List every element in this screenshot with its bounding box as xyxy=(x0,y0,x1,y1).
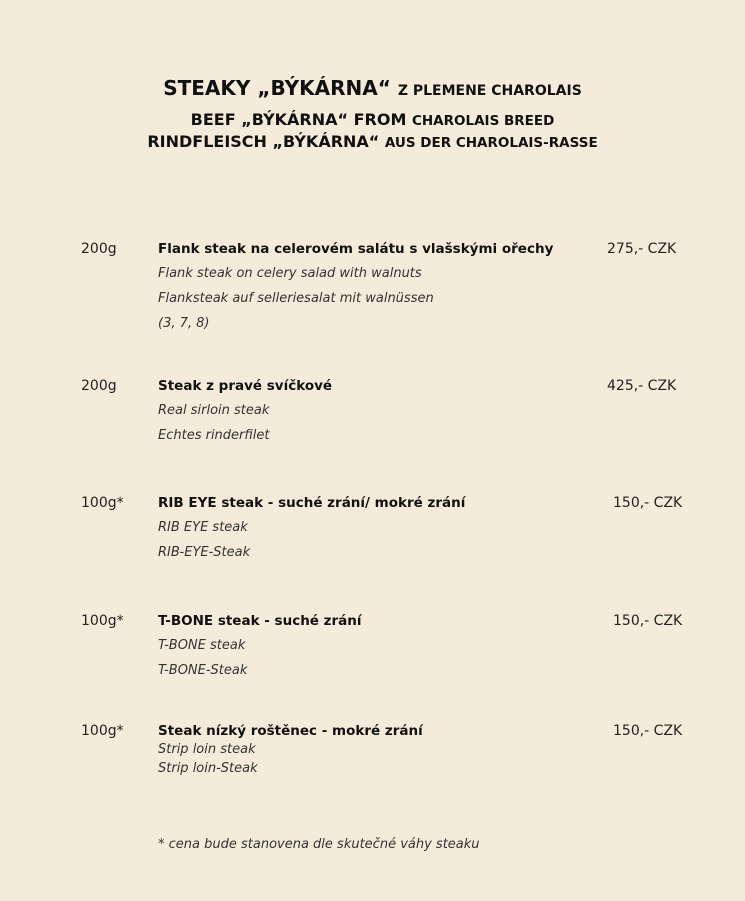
item-price: 150,- CZK xyxy=(613,613,683,629)
title-en-sub: CHAROLAIS BREED xyxy=(411,113,555,129)
title-de-main: RINDFLEISCH „BÝKÁRNA“ xyxy=(147,132,380,151)
title-sub: Z PLEMENE CHAROLAIS xyxy=(397,83,582,99)
item-price: 150,- CZK xyxy=(613,723,683,739)
item-weight: 200g xyxy=(81,378,117,394)
menu-title: STEAKY „BÝKÁRNA“ Z PLEMENE CHAROLAIS xyxy=(0,76,745,100)
item-weight: 200g xyxy=(81,241,117,257)
item-price: 150,- CZK xyxy=(613,495,683,511)
title-main: STEAKY „BÝKÁRNA“ xyxy=(163,76,391,100)
item-translation: T-BONE-Steak xyxy=(158,663,248,678)
menu-title-en: BEEF „BÝKÁRNA“ FROM CHAROLAIS BREED xyxy=(0,110,745,129)
item-translation: RIB-EYE-Steak xyxy=(158,545,251,560)
item-weight: 100g* xyxy=(81,495,124,511)
item-price: 425,- CZK xyxy=(607,378,677,394)
item-price: 275,- CZK xyxy=(607,241,677,257)
item-title: Flank steak na celerovém salátu s vlašsk… xyxy=(158,241,554,257)
menu-title-de: RINDFLEISCH „BÝKÁRNA“ AUS DER CHAROLAIS-… xyxy=(0,132,745,151)
item-translation: Flank steak on celery salad with walnuts xyxy=(158,266,422,281)
item-translation: Flanksteak auf selleriesalat mit walnüss… xyxy=(158,291,434,306)
item-translation: Echtes rinderfilet xyxy=(158,428,270,443)
item-translation: Strip loin steak xyxy=(158,742,256,757)
item-weight: 100g* xyxy=(81,723,124,739)
item-title: RIB EYE steak - suché zrání/ mokré zrání xyxy=(158,495,466,511)
item-weight: 100g* xyxy=(81,613,124,629)
item-title: T-BONE steak - suché zrání xyxy=(158,613,362,629)
item-title: Steak nízký roštěnec - mokré zrání xyxy=(158,723,423,739)
item-translation: T-BONE steak xyxy=(158,638,246,653)
item-translation: Real sirloin steak xyxy=(158,403,270,418)
title-en-main: BEEF „BÝKÁRNA“ FROM xyxy=(190,110,407,129)
item-translation: (3, 7, 8) xyxy=(158,316,210,331)
item-translation: RIB EYE steak xyxy=(158,520,248,535)
item-title: Steak z pravé svíčkové xyxy=(158,378,333,394)
title-de-sub: AUS DER CHAROLAIS-RASSE xyxy=(384,135,598,151)
item-translation: Strip loin-Steak xyxy=(158,761,258,776)
footnote: * cena bude stanovena dle skutečné váhy … xyxy=(158,837,480,852)
